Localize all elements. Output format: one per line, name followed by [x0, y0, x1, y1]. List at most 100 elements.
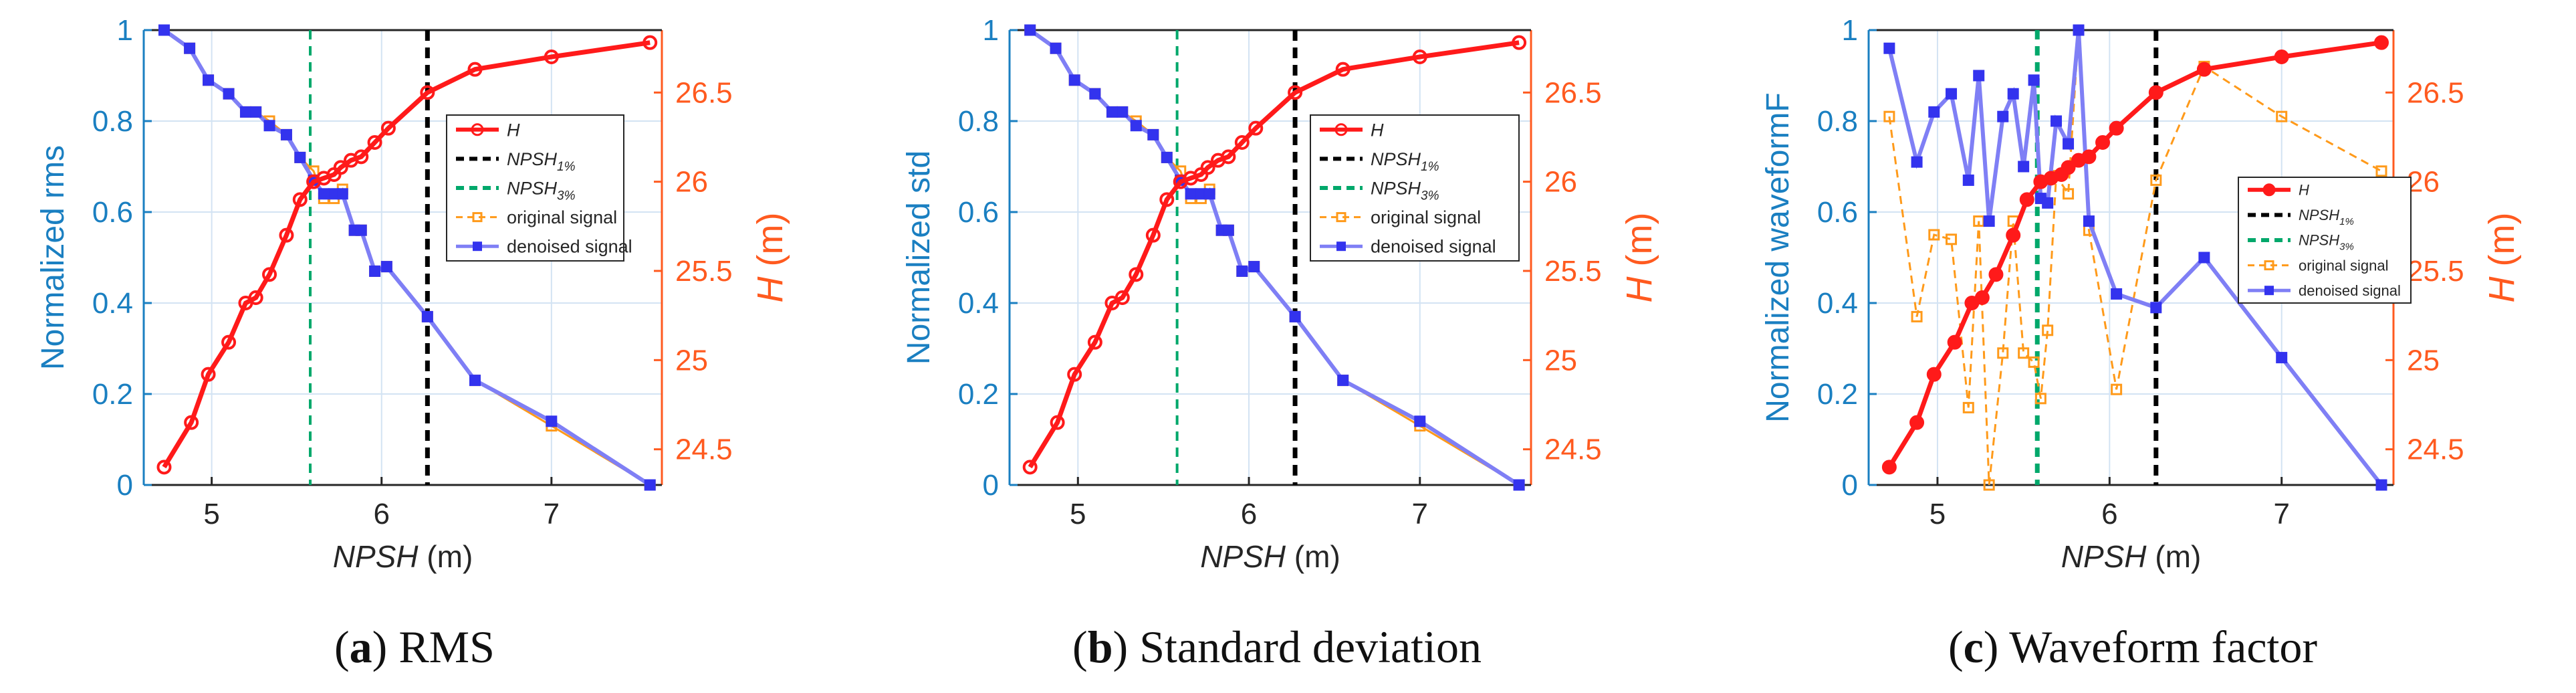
denoised-signal-point [1289, 310, 1301, 322]
legend-label-sub: 1% [1421, 160, 1439, 174]
H-series-point [1988, 267, 2004, 282]
H-series-point [2148, 85, 2163, 100]
legend-label-text: denoised signal [2299, 282, 2401, 299]
H-series-point [184, 415, 199, 430]
legend-label: H [1371, 120, 1384, 140]
y-right-tick-label: 26 [2407, 166, 2440, 199]
denoised-signal-point [355, 224, 367, 236]
caption-open: ( [334, 621, 350, 672]
H-series-point [248, 290, 263, 305]
H-series-point [262, 267, 277, 282]
x-tick-label: 5 [203, 498, 219, 530]
legend-label-text: H [2299, 182, 2309, 199]
legend-label: NPSH1% [2299, 207, 2354, 227]
y-left-tick-label: 0.4 [92, 287, 133, 320]
y-right-axis-title: H (m) [750, 213, 790, 303]
denoised-signal-point [369, 265, 381, 277]
H-series-point [2196, 62, 2212, 77]
legend-label: NPSH3% [507, 178, 576, 203]
y-left-tick-label: 0.8 [92, 105, 133, 138]
denoised-signal-point [1997, 110, 2009, 122]
x-axis-title: NPSH (m) [2061, 539, 2202, 574]
H-series-point [1159, 192, 1175, 207]
x-axis-title-var: NPSH [333, 539, 419, 574]
y-right-axis-title-var: H [750, 276, 790, 302]
y-left-tick-label: 0.2 [958, 378, 999, 411]
y-right-tick-label: 24.5 [1544, 433, 1602, 466]
y-left-tick-label: 0.6 [958, 196, 999, 229]
x-axis-title: NPSH (m) [1200, 539, 1340, 574]
H-series-point [1050, 415, 1065, 430]
denoised-signal-point [1983, 215, 1995, 227]
denoised-signal-point [1883, 42, 1895, 54]
y-right-axis-title: H (m) [1619, 213, 1659, 303]
legend-label-text: H [507, 120, 520, 140]
legend-label: original signal [1371, 207, 1481, 227]
legend-label-text: NPSH [2299, 207, 2339, 223]
legend-label: NPSH3% [2299, 232, 2354, 253]
x-axis-title-var: NPSH [1200, 539, 1286, 574]
denoised-signal-point [1024, 24, 1036, 36]
x-axis-title-unit: (m) [1286, 539, 1340, 574]
H-series-point [156, 460, 172, 475]
y-left-axis-title: Normalized rms [35, 145, 71, 370]
H-series-point [1412, 50, 1427, 64]
legend-label-text: NPSH [507, 149, 558, 169]
denoised-signal-point [223, 88, 235, 100]
y-left-tick-label: 0.4 [1817, 287, 1858, 320]
H-series-point [1200, 160, 1215, 175]
panel-caption: (c) Waveform factor [1948, 621, 2317, 672]
denoised-signal-point [1147, 128, 1159, 140]
y-left-axis-title: Normalized std [901, 151, 937, 365]
denoised-signal-point [1185, 188, 1197, 200]
legend-label: NPSH1% [507, 149, 576, 174]
denoised-signal-point [2150, 302, 2162, 314]
denoised-signal-point [2083, 215, 2095, 227]
H-series-point [279, 227, 294, 243]
panel-caption: (a) RMS [334, 621, 495, 672]
H-series-point [1288, 85, 1303, 100]
denoised-signal-point [1928, 106, 1940, 118]
y-left-tick-label: 0.8 [1817, 105, 1858, 138]
x-tick-label: 7 [1412, 498, 1428, 530]
denoised-signal-point [2051, 115, 2063, 127]
legend-label-text: H [1371, 120, 1384, 140]
denoised-signal-point [469, 375, 481, 387]
x-tick-label: 5 [1070, 498, 1086, 530]
H-series-line [1028, 40, 1520, 469]
original-signal-point [1911, 310, 1923, 322]
denoised-signal-point [1222, 224, 1234, 236]
x-axis-title-unit: (m) [2147, 539, 2202, 574]
H-series-point [2081, 149, 2097, 165]
H-series-point [1881, 460, 1897, 475]
original-signal-point [2111, 383, 2123, 395]
y-right-tick-label: 25 [675, 344, 708, 377]
y-left-tick-label: 1 [983, 14, 999, 47]
denoised-signal-point [1911, 156, 1923, 168]
legend-label-text: NPSH [507, 178, 558, 198]
denoised-signal-point [1414, 415, 1426, 427]
denoised-signal-point [184, 42, 196, 54]
legend-label-sub: 3% [557, 189, 576, 203]
original-signal-point [1962, 401, 1974, 413]
denoised-signal-point [203, 74, 215, 86]
H-series-point [1145, 227, 1161, 243]
caption-close: ) [372, 621, 388, 672]
denoised-signal-point [2028, 74, 2040, 86]
x-tick-label: 6 [373, 498, 389, 530]
x-tick-label: 7 [544, 498, 560, 530]
denoised-signal-point [1973, 70, 1985, 82]
legend-marker-denoised [2264, 286, 2274, 296]
denoised-signal-point [1050, 42, 1062, 54]
denoised-signal-point [280, 128, 292, 140]
denoised-signal-point [2111, 288, 2123, 300]
x-axis-title-var: NPSH [2061, 539, 2147, 574]
denoised-signal-point [250, 106, 262, 118]
denoised-signal-point [2063, 138, 2075, 150]
y-right-tick-label: 26.5 [2407, 76, 2464, 109]
denoised-signal-point [2375, 479, 2387, 491]
y-left-tick-label: 1 [117, 14, 133, 47]
legend-label: H [507, 120, 520, 140]
H-series-point [292, 192, 308, 207]
denoised-signal-point [380, 261, 392, 273]
